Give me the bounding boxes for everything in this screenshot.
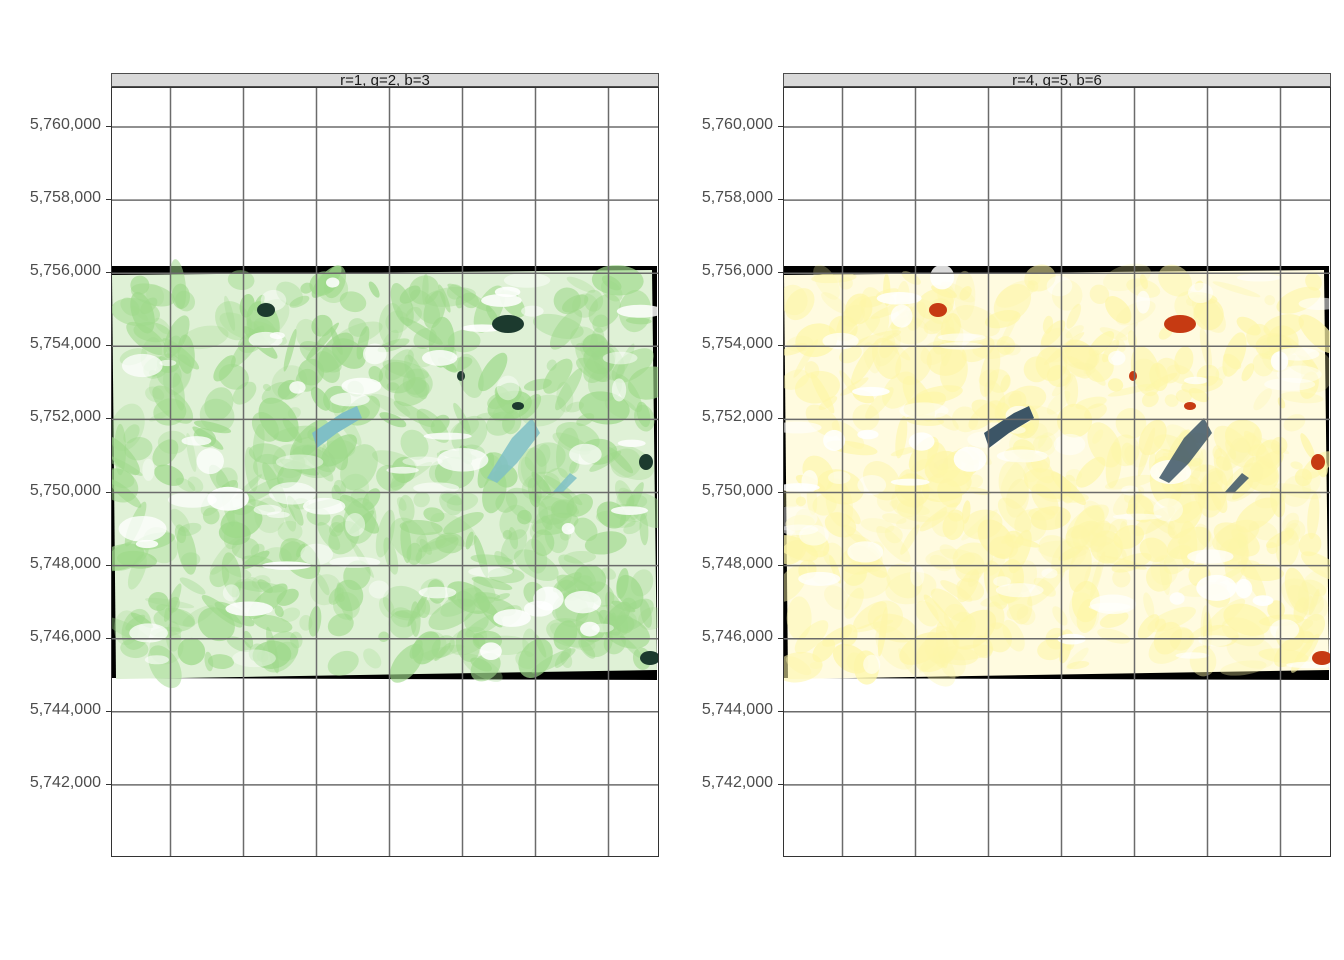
y-tick-label-right: 5,746,000 [701, 627, 773, 645]
y-tick-mark-left [106, 564, 111, 566]
raster-map-left [112, 88, 658, 856]
facet-strip-label-left: r=1, g=2, b=3 [340, 73, 430, 87]
y-tick-mark-right [778, 126, 783, 127]
y-tick-label-right: 5,752,000 [701, 408, 773, 426]
y-tick-label-right: 5,748,000 [701, 554, 773, 572]
y-tick-mark-left [106, 637, 111, 639]
y-tick-label-left: 5,760,000 [29, 116, 101, 133]
y-tick-mark-right [778, 272, 783, 274]
y-tick-label-left: 5,758,000 [29, 189, 101, 207]
y-tick-label-right: 5,756,000 [701, 262, 773, 280]
y-tick-label-left: 5,754,000 [29, 335, 101, 353]
y-tick-mark-left [106, 345, 111, 347]
y-tick-label-left: 5,752,000 [29, 408, 101, 426]
y-tick-mark-right [778, 345, 783, 347]
y-tick-label-right: 5,760,000 [701, 116, 773, 133]
y-tick-mark-right [778, 199, 783, 201]
y-tick-mark-right [778, 564, 783, 566]
graticule [112, 88, 658, 856]
y-tick-label-left: 5,756,000 [29, 262, 101, 280]
y-tick-label-right: 5,758,000 [701, 189, 773, 207]
y-tick-mark-left [106, 783, 111, 785]
y-tick-label-right: 5,750,000 [701, 481, 773, 499]
raster-texture [784, 263, 1330, 687]
y-tick-label-left: 5,750,000 [29, 481, 101, 499]
graticule [784, 88, 1330, 856]
y-tick-mark-left [106, 272, 111, 274]
raster-map-right [784, 88, 1330, 856]
map-plot-right [783, 87, 1331, 857]
raster-features [257, 303, 658, 665]
y-tick-label-left: 5,746,000 [29, 627, 101, 645]
y-tick-label-right: 5,744,000 [701, 700, 773, 718]
y-tick-label-right: 5,742,000 [701, 773, 773, 791]
y-tick-mark-right [778, 710, 783, 712]
map-plot-left [111, 87, 659, 857]
y-tick-mark-left [106, 199, 111, 201]
y-tick-mark-left [106, 710, 111, 712]
y-tick-label-left: 5,744,000 [29, 700, 101, 718]
y-tick-label-left: 5,742,000 [29, 773, 101, 791]
y-tick-mark-left [106, 418, 111, 420]
y-tick-mark-right [778, 783, 783, 785]
facet-strip-right: r=4, g=5, b=6 [783, 73, 1331, 87]
y-tick-mark-left [106, 491, 111, 493]
facet-strip-left: r=1, g=2, b=3 [111, 73, 659, 87]
facet-strip-label-right: r=4, g=5, b=6 [1012, 73, 1102, 87]
y-tick-mark-right [778, 491, 783, 493]
y-tick-mark-right [778, 637, 783, 639]
raster-features [929, 303, 1330, 665]
y-tick-mark-left [106, 126, 111, 127]
y-tick-label-right: 5,754,000 [701, 335, 773, 353]
y-tick-mark-right [778, 418, 783, 420]
y-tick-label-left: 5,748,000 [29, 554, 101, 572]
